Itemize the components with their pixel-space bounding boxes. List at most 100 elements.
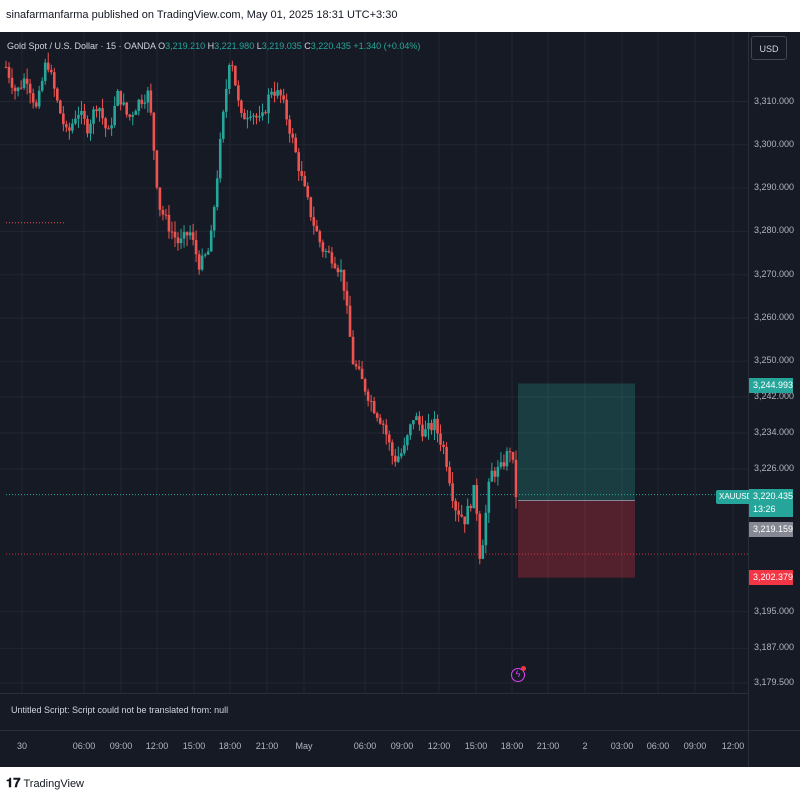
candle-body: [194, 240, 198, 255]
candle-body: [218, 138, 222, 179]
time-tick-label: 09:00: [683, 741, 707, 751]
time-tick-label: 06:00: [72, 741, 96, 751]
candle-body: [101, 108, 104, 119]
candle-body: [203, 254, 207, 256]
last-price-label: 3,220.435 13:26: [749, 489, 794, 517]
candle-body: [339, 269, 343, 273]
candle-body: [65, 124, 68, 128]
candle-body: [333, 263, 337, 269]
candle-body: [59, 100, 62, 114]
candle-body: [164, 214, 168, 216]
candle-body: [415, 416, 418, 421]
candle-body: [403, 445, 406, 454]
time-tick-label: 03:00: [610, 741, 634, 751]
candle-body: [46, 62, 50, 70]
candle-body: [80, 110, 83, 115]
time-tick-label: 09:00: [390, 741, 414, 751]
legend-low: 3,219.035: [261, 41, 302, 51]
candle-body: [270, 91, 273, 95]
candle-body: [454, 500, 457, 511]
candle-body: [463, 516, 466, 525]
lightning-icon[interactable]: ϟ: [511, 668, 525, 682]
candle-body: [89, 123, 92, 134]
price-tick-label: 3,260.000: [754, 312, 795, 322]
time-tick-label: 21:00: [255, 741, 279, 751]
candle-body: [37, 90, 41, 107]
candle-body: [125, 102, 129, 115]
candle-body: [430, 422, 433, 431]
stop-price-label: 3,202.379: [749, 570, 794, 585]
candle-body: [146, 90, 150, 103]
candle-body: [406, 435, 409, 446]
candle-body: [19, 87, 23, 89]
chart-panel[interactable]: [0, 32, 800, 767]
candle-body: [460, 514, 463, 517]
candle-body: [439, 433, 442, 445]
price-tick-label: 3,226.000: [754, 463, 795, 473]
publisher-line: sinafarmanfarma published on TradingView…: [6, 9, 398, 21]
time-tick-label: 18:00: [218, 741, 242, 751]
candle-body: [276, 90, 279, 96]
candle-body: [457, 510, 460, 515]
candle-body: [161, 209, 165, 215]
tradingview-logo-text: TradingView: [23, 778, 85, 790]
tradingview-logo[interactable]: 𝟏𝟕 TradingView: [6, 775, 84, 791]
candle-body: [107, 128, 110, 130]
candle-body: [469, 505, 473, 509]
currency-button[interactable]: USD: [751, 36, 787, 60]
legend-high: 3,221.980: [214, 41, 255, 51]
candle-body: [514, 459, 518, 498]
candle-body: [418, 416, 421, 425]
candle-body: [288, 119, 291, 134]
symbol-legend[interactable]: Gold Spot / U.S. Dollar · 15 · OANDA O3,…: [7, 41, 420, 51]
script-status-text: Untitled Script: Script could not be tra…: [11, 705, 229, 715]
legend-close: 3,220.435: [310, 41, 351, 51]
legend-change: +1.340 (+0.04%): [353, 41, 421, 51]
candle-body: [252, 115, 255, 117]
candle-body: [119, 90, 122, 105]
candle-body: [62, 113, 65, 125]
candle-body: [28, 83, 32, 94]
time-tick-label: 18:00: [500, 741, 524, 751]
candle-body: [22, 78, 26, 88]
candle-body: [321, 242, 325, 252]
candle-body: [92, 109, 95, 124]
candle-body: [71, 123, 74, 131]
candle-body: [282, 95, 285, 100]
price-chart[interactable]: [0, 32, 800, 767]
candle-body: [149, 90, 153, 113]
notification-dot: [521, 666, 526, 671]
candle-body: [409, 424, 412, 436]
price-tick-label: 3,242.000: [754, 391, 795, 401]
candle-body: [400, 453, 403, 457]
candle-body: [330, 252, 334, 264]
price-tick-label: 3,280.000: [754, 225, 795, 236]
candle-body: [279, 90, 282, 96]
horizontal-levels: [6, 222, 748, 555]
price-tick-label: 3,270.000: [754, 268, 795, 279]
candle-body: [511, 451, 515, 460]
target-price-label: 3,244.993: [749, 378, 794, 393]
candle-body: [351, 336, 355, 365]
candle-body: [472, 485, 476, 509]
price-tick-label: 3,300.000: [754, 138, 795, 149]
candle-body: [306, 186, 310, 198]
candle-body: [264, 112, 267, 114]
candle-body: [384, 424, 388, 435]
candle-body: [363, 379, 367, 392]
candle-body: [493, 470, 497, 477]
time-tick-label: 15:00: [464, 741, 488, 751]
candle-body: [273, 91, 276, 96]
candle-body: [475, 485, 479, 514]
candle-body: [131, 114, 135, 117]
candle-body: [360, 368, 364, 380]
candle-body: [113, 105, 116, 126]
candle-body: [34, 102, 38, 107]
candle-body: [315, 225, 319, 232]
candle-body: [134, 111, 138, 115]
candle-body: [478, 513, 482, 559]
legend-close-key: C: [304, 41, 311, 51]
price-tick-label: 3,234.000: [754, 427, 795, 437]
candle-body: [221, 111, 225, 139]
candle-body: [197, 254, 201, 270]
